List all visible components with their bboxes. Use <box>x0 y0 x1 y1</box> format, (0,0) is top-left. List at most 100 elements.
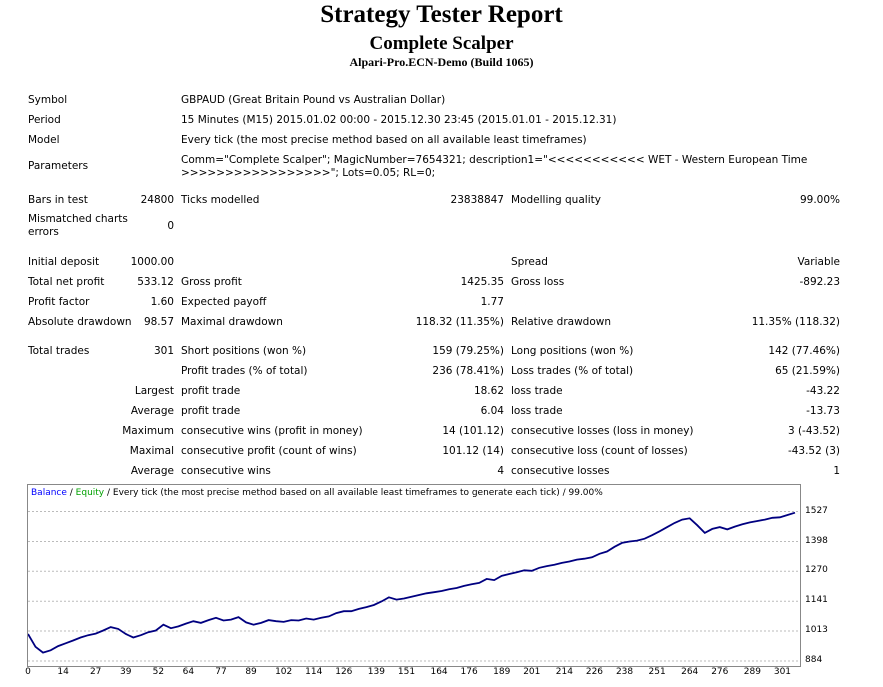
bars-value: 24800 <box>140 194 174 206</box>
quality-label: Modelling quality <box>511 194 601 206</box>
period-label: Period <box>28 114 61 126</box>
x-tick-label: 238 <box>615 667 634 677</box>
ticks-label: Ticks modelled <box>181 194 260 206</box>
x-tick-label: 176 <box>460 667 478 677</box>
gross-loss-value: -892.23 <box>799 276 840 288</box>
deposit-label: Initial deposit <box>28 256 100 268</box>
average-consecutive-losses-value: 1 <box>833 465 840 477</box>
short-positions-value: 159 (79.25%) <box>432 345 504 357</box>
max-consecutive-losses-value: 3 (-43.52) <box>787 425 840 437</box>
average-consecutive-label: Average <box>130 465 174 477</box>
x-tick-label: 214 <box>555 667 573 677</box>
expected-payoff-value: 1.77 <box>480 296 504 308</box>
bars-label: Bars in test <box>28 194 88 206</box>
server-name: Alpari-Pro.ECN-Demo (Build 1065) <box>349 55 534 69</box>
net-profit-value: 533.12 <box>137 276 174 288</box>
x-tick-label: 52 <box>152 667 165 677</box>
max-consecutive-wins-label: consecutive wins (profit in money) <box>181 425 363 437</box>
x-tick-label: 39 <box>120 667 132 677</box>
maximal-label: Maximal <box>129 445 174 457</box>
absolute-drawdown-label: Absolute drawdown <box>28 316 132 328</box>
y-tick-label: 1013 <box>805 625 828 635</box>
balance-series-line <box>27 511 796 654</box>
y-tick-label: 1527 <box>805 505 828 516</box>
average-consecutive-wins-label: consecutive wins <box>181 465 271 477</box>
y-tick-label: 1398 <box>805 535 828 546</box>
x-tick-label: 226 <box>585 667 604 677</box>
profit-trades-label: Profit trades (% of total) <box>181 365 308 377</box>
long-positions-value: 142 (77.46%) <box>768 345 840 357</box>
maximal-drawdown-label: Maximal drawdown <box>181 316 283 328</box>
absolute-drawdown-value: 98.57 <box>143 316 174 328</box>
x-tick-label: 264 <box>681 667 699 677</box>
gross-loss-label: Gross loss <box>511 276 565 288</box>
maximal-consecutive-profit-label: consecutive profit (count of wins) <box>181 445 357 457</box>
x-tick-label: 276 <box>711 667 729 677</box>
parameters-line-1: Comm="Complete Scalper"; MagicNumber=765… <box>181 154 808 166</box>
largest-label: Largest <box>134 385 174 397</box>
maximal-consecutive-profit-value: 101.12 (14) <box>442 445 504 457</box>
largest-profit-label: profit trade <box>181 385 241 397</box>
net-profit-label: Total net profit <box>28 276 105 288</box>
x-tick-label: 251 <box>648 667 666 677</box>
maximum-label: Maximum <box>122 425 174 437</box>
legend-separator: / <box>66 488 76 498</box>
total-trades-value: 301 <box>153 345 174 357</box>
average-consecutive-losses-label: consecutive losses <box>511 465 610 477</box>
chart-description: / Every tick (the most precise method ba… <box>104 488 603 498</box>
balance-legend: Balance <box>31 488 67 498</box>
x-tick-label: 64 <box>182 667 195 677</box>
x-tick-label: 151 <box>397 667 416 677</box>
average-loss-label: loss trade <box>511 405 563 417</box>
profit-factor-label: Profit factor <box>28 296 90 308</box>
period-value: 15 Minutes (M15) 2015.01.02 00:00 - 2015… <box>181 114 617 126</box>
loss-trades-value: 65 (21.59%) <box>775 365 840 377</box>
parameters-line-2: >>>>>>>>>>>>>>>>>"; Lots=0.05; RL=0; <box>181 167 436 179</box>
balance-chart <box>27 484 801 667</box>
deposit-value: 1000.00 <box>130 256 174 268</box>
x-tick-label: 164 <box>430 667 448 677</box>
mismatch-value: 0 <box>167 220 174 232</box>
average-profit-label: profit trade <box>181 405 241 417</box>
quality-value: 99.00% <box>799 194 840 206</box>
maximal-consecutive-loss-label: consecutive loss (count of losses) <box>511 445 688 457</box>
y-tick-label: 1141 <box>805 595 828 606</box>
x-tick-label: 14 <box>57 667 69 677</box>
largest-loss-label: loss trade <box>511 385 563 397</box>
total-trades-label: Total trades <box>28 345 90 357</box>
relative-drawdown-label: Relative drawdown <box>511 316 612 328</box>
x-tick-label: 139 <box>367 667 385 677</box>
model-value: Every tick (the most precise method base… <box>181 134 587 146</box>
spread-value: Variable <box>797 256 840 268</box>
symbol-label: Symbol <box>28 94 68 106</box>
y-tick-label: 1270 <box>805 565 828 576</box>
spread-label: Spread <box>511 256 548 268</box>
x-tick-label: 89 <box>245 667 257 677</box>
x-tick-label: 201 <box>523 667 541 677</box>
equity-legend: Equity <box>75 488 105 498</box>
x-tick-label: 77 <box>215 667 227 677</box>
model-label: Model <box>28 134 60 146</box>
ticks-value: 23838847 <box>450 194 504 206</box>
mismatch-label: Mismatched charts errors <box>28 213 128 238</box>
x-tick-label: 301 <box>773 667 792 677</box>
gross-profit-value: 1425.35 <box>460 276 504 288</box>
average-label: Average <box>130 405 174 417</box>
max-consecutive-wins-value: 14 (101.12) <box>442 425 504 437</box>
x-tick-label: 289 <box>743 667 761 677</box>
report-title: Strategy Tester Report <box>320 1 563 28</box>
chart-header: Balance / Equity / Every tick (the most … <box>31 488 603 498</box>
x-tick-label: 27 <box>89 667 102 677</box>
average-loss-value: -13.73 <box>806 405 840 417</box>
profit-trades-value: 236 (78.41%) <box>432 365 504 377</box>
short-positions-label: Short positions (won %) <box>181 345 307 357</box>
profit-factor-value: 1.60 <box>150 296 174 308</box>
x-tick-label: 189 <box>493 667 511 677</box>
x-tick-label: 114 <box>305 667 323 677</box>
symbol-value: GBPAUD (Great Britain Pound vs Australia… <box>181 94 446 106</box>
max-consecutive-losses-label: consecutive losses (loss in money) <box>511 425 694 437</box>
y-tick-label: 884 <box>805 655 823 665</box>
maximal-consecutive-loss-value: -43.52 (3) <box>787 445 840 457</box>
average-consecutive-wins-value: 4 <box>497 465 504 477</box>
gross-profit-label: Gross profit <box>181 276 242 288</box>
